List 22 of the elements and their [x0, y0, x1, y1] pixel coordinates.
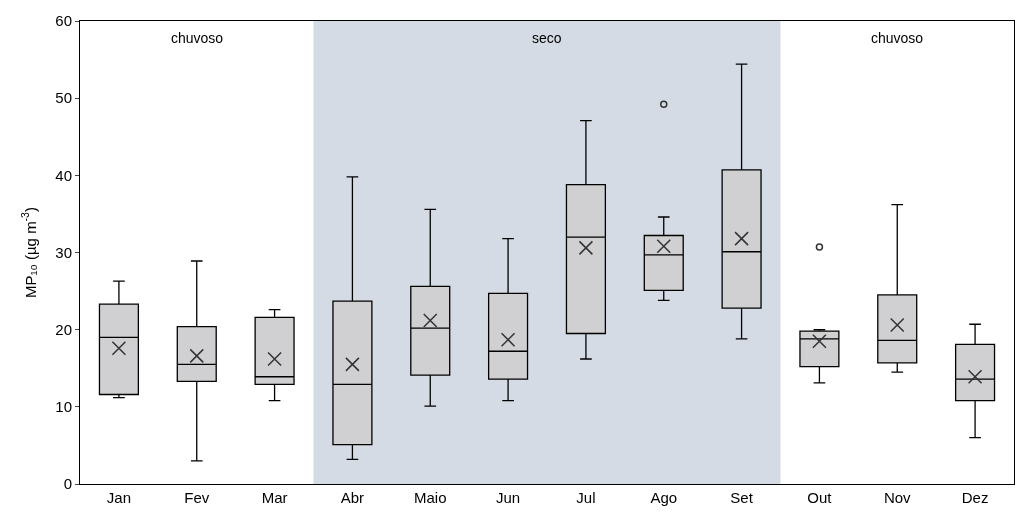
- x-tick-label: Jan: [106, 489, 132, 506]
- x-tick-label: Jun: [495, 489, 521, 506]
- y-tick-label: 0: [63, 475, 72, 493]
- y-tick-label: 50: [55, 89, 72, 107]
- band-label: seco: [532, 30, 562, 46]
- x-tick-label: Dez: [961, 489, 989, 506]
- x-tick-label: Maio: [413, 489, 447, 506]
- annotation: chuvoso: [171, 30, 224, 46]
- x-tick-label: Mar: [261, 489, 288, 506]
- x-tick-label: Abr: [340, 489, 365, 506]
- y-tick-label: 10: [55, 398, 72, 416]
- y-tick-label: 60: [55, 12, 72, 30]
- x-tick-label: Fev: [184, 489, 210, 506]
- annotation: chuvoso: [871, 30, 924, 46]
- x-tick-label: Ago: [650, 489, 678, 506]
- y-tick-label: 20: [55, 320, 72, 338]
- x-tick-label: Nov: [883, 489, 912, 506]
- x-tick-label: Jul: [576, 489, 596, 506]
- y-tick-label: 30: [55, 243, 72, 261]
- x-tick-label: Set: [730, 489, 754, 506]
- x-tick-label: Out: [807, 489, 833, 506]
- y-tick-label: 40: [55, 166, 72, 184]
